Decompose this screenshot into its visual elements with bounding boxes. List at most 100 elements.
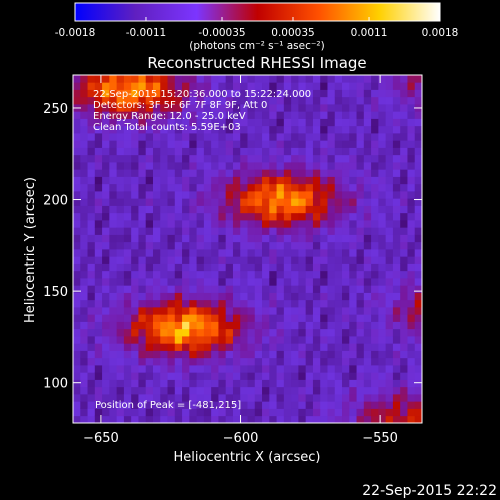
heatmap-cell [254, 328, 263, 337]
heatmap-cell [182, 285, 190, 293]
heatmap-cell [87, 154, 96, 163]
heatmap-cell [342, 321, 350, 330]
heatmap-cell [174, 118, 183, 127]
heatmap-cell [211, 336, 219, 344]
heatmap-cell [145, 343, 154, 351]
heatmap-cell [392, 256, 401, 264]
heatmap-cell [182, 386, 190, 395]
heatmap-cell [342, 162, 350, 170]
heatmap-cell [378, 314, 387, 322]
heatmap-cell [131, 176, 139, 185]
heatmap-cell [291, 299, 299, 308]
heatmap-cell [196, 408, 205, 417]
heatmap-cell [356, 227, 365, 235]
heatmap-cell [320, 314, 328, 322]
heatmap-cell [189, 118, 197, 127]
heatmap-cell [145, 336, 154, 344]
heatmap-cell [145, 256, 154, 264]
heatmap-cell [392, 270, 401, 279]
heatmap-cell [109, 140, 118, 148]
heatmap-cell [334, 133, 343, 141]
heatmap-cell [414, 220, 423, 228]
heatmap-cell [232, 343, 241, 351]
heatmap-cell [298, 75, 307, 83]
heatmap-cell [247, 169, 256, 177]
heatmap-cell [385, 263, 394, 272]
heatmap-cell [414, 111, 423, 119]
heatmap-cell [400, 191, 408, 199]
heatmap-cell [327, 140, 336, 148]
heatmap-cell [283, 365, 292, 373]
heatmap-cell [167, 343, 176, 351]
heatmap-cell [407, 154, 416, 163]
heatmap-cell [138, 314, 147, 322]
heatmap-cell [102, 118, 110, 127]
heatmap-cell [312, 118, 321, 127]
heatmap-cell [283, 104, 292, 112]
heatmap-cell [138, 82, 147, 90]
heatmap-cell [254, 386, 263, 395]
x-tick-label: −650 [83, 431, 119, 446]
heatmap-cell [312, 227, 321, 235]
heatmap-cell [342, 241, 350, 250]
heatmap-cell [240, 386, 248, 395]
heatmap-cell [102, 292, 110, 301]
heatmap-cell [400, 162, 408, 170]
heatmap-cell [240, 234, 248, 243]
heatmap-cell [211, 183, 219, 192]
heatmap-cell [349, 140, 357, 148]
heatmap-cell [262, 241, 270, 250]
heatmap-cell [254, 379, 263, 388]
heatmap-cell [283, 357, 292, 366]
heatmap-cell [414, 125, 423, 134]
heatmap-cell [123, 104, 132, 112]
heatmap-cell [356, 183, 365, 192]
heatmap-cell [218, 321, 227, 330]
heatmap-cell [182, 350, 190, 359]
heatmap-cell [138, 357, 147, 366]
heatmap-cell [225, 357, 234, 366]
heatmap-cell [232, 307, 241, 315]
heatmap-cell [342, 133, 350, 141]
heatmap-cell [276, 365, 285, 373]
heatmap-cell [291, 118, 299, 127]
heatmap-cell [102, 394, 110, 402]
heatmap-cell [385, 386, 394, 395]
heatmap-cell [94, 198, 103, 206]
heatmap-cell [305, 118, 314, 127]
heatmap-cell [262, 408, 270, 417]
heatmap-cell [80, 133, 88, 141]
heatmap-cell [145, 299, 154, 308]
heatmap-cell [189, 104, 197, 112]
heatmap-cell [225, 140, 234, 148]
heatmap-cell [152, 234, 161, 243]
heatmap-cell [211, 227, 219, 235]
heatmap-cell [123, 292, 132, 301]
heatmap-cell [363, 234, 372, 243]
heatmap-cell [327, 82, 336, 90]
heatmap-cell [269, 357, 277, 366]
heatmap-cell [203, 220, 212, 228]
heatmap-cell [102, 75, 110, 83]
heatmap-cell [160, 394, 168, 402]
heatmap-cell [232, 162, 241, 170]
heatmap-cell [196, 183, 205, 192]
heatmap-cell [138, 212, 147, 221]
heatmap-cell [138, 263, 147, 272]
heatmap-cell [145, 133, 154, 141]
heatmap-cell [305, 372, 314, 380]
heatmap-cell [407, 415, 416, 424]
heatmap-cell [87, 220, 96, 228]
heatmap-cell [247, 89, 256, 98]
heatmap-cell [276, 263, 285, 272]
heatmap-cell [145, 75, 154, 83]
heatmap-cell [196, 176, 205, 185]
heatmap-cell [218, 183, 227, 192]
heatmap-cell [276, 321, 285, 330]
heatmap-cell [414, 154, 423, 163]
heatmap-cell [225, 176, 234, 185]
heatmap-cell [269, 154, 277, 163]
heatmap-cell [73, 111, 81, 119]
heatmap-cell [312, 133, 321, 141]
heatmap-cell [371, 263, 379, 272]
